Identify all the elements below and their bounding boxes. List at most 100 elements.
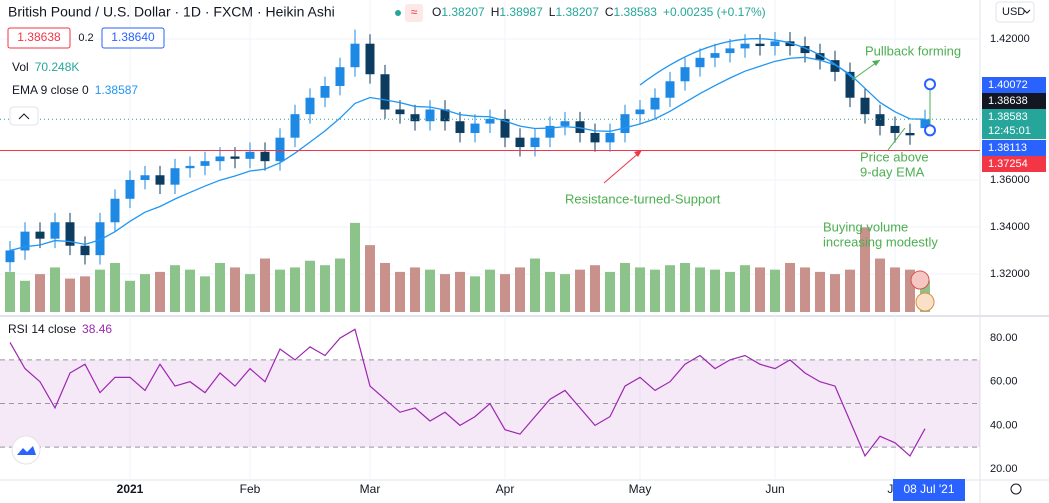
currency[interactable]: USD: [1002, 6, 1025, 18]
arc-drawing: [639, 38, 856, 86]
ohlc-name: O: [432, 5, 441, 19]
date-label: 08 Jul '21: [904, 482, 955, 496]
volume-bar: [530, 258, 540, 312]
volume-bar: [905, 269, 915, 312]
volume-bar: [545, 271, 555, 312]
logo-icon[interactable]: [17, 446, 36, 455]
candle-body: [65, 222, 75, 246]
bid[interactable]: 1.38638: [17, 30, 61, 44]
flag-icon: [915, 292, 935, 312]
annotation: increasing modestly: [823, 234, 938, 249]
candle-body: [275, 137, 285, 162]
volume-bar: [260, 258, 270, 312]
ema-legend: EMA 9 close 0 1.38587: [12, 83, 138, 97]
arrow: [887, 127, 906, 151]
ema-value: 1.38587: [95, 83, 139, 97]
candle-body: [815, 53, 825, 61]
candle-body: [350, 43, 360, 68]
annotation: Price above: [860, 149, 929, 164]
volume-bar: [875, 258, 885, 312]
candle-body: [35, 231, 45, 239]
y-tick-label: 1.36000: [990, 174, 1030, 186]
candle-body: [830, 60, 840, 72]
candle-body: [455, 121, 465, 133]
rsi-line: [9, 328, 926, 458]
range-handle: [924, 124, 936, 137]
volume-bar: [890, 267, 900, 312]
logo[interactable]: [11, 435, 41, 465]
volume-bar: [200, 276, 210, 312]
candle-body: [410, 114, 420, 122]
candle-body: [20, 231, 30, 251]
candle-body: [155, 175, 165, 185]
volume-bar: [20, 280, 30, 312]
volume-bar: [245, 274, 255, 312]
annotation: Resistance-turned-Support: [565, 191, 721, 206]
y-tick-label: 1.34000: [990, 221, 1030, 233]
volume-bar: [845, 269, 855, 312]
price-label-box: [982, 140, 1046, 156]
candle-body: [680, 67, 690, 82]
candle-body: [560, 121, 570, 126]
annotation: Buying volume: [823, 219, 908, 234]
candle-body: [95, 222, 105, 256]
candle-body: [335, 67, 345, 86]
candle-body: [485, 118, 495, 124]
candle-body: [185, 165, 195, 169]
volume-bar: [680, 262, 690, 312]
volume-bar: [350, 222, 360, 312]
collapse-button[interactable]: [9, 106, 39, 126]
ohlc-value: 1.38207: [555, 5, 599, 19]
settings-icon[interactable]: [1010, 483, 1022, 495]
volume-bar: [50, 267, 60, 312]
candle-body: [125, 179, 135, 199]
candle-body: [740, 43, 750, 49]
arrowhead: [872, 60, 880, 66]
volume-bar: [95, 269, 105, 312]
volume-bar: [605, 271, 615, 312]
candle-body: [380, 74, 390, 110]
volume-name: Vol: [12, 60, 29, 74]
y-tick-label: 1.32000: [990, 268, 1030, 280]
candle-body: [575, 121, 585, 133]
volume-bar: [170, 265, 180, 312]
dropdown-icon[interactable]: [1023, 9, 1031, 14]
volume-value: 70.248K: [35, 60, 80, 74]
rsi-tick-label: 20.00: [990, 463, 1018, 475]
candle-body: [290, 114, 300, 138]
price-label-box: [982, 156, 1046, 172]
volume-bar: [755, 267, 765, 312]
volume-bar: [500, 274, 510, 312]
plot: [0, 29, 980, 458]
candle-body: [395, 109, 405, 115]
symbol-title: British Pound / U.S. Dollar · 1D · FXCM …: [8, 4, 335, 20]
bid-box[interactable]: [7, 27, 71, 49]
volume-bar: [455, 271, 465, 312]
price-label-box: [982, 109, 1046, 139]
ask[interactable]: 1.38640: [111, 30, 155, 44]
price-label: 1.38638: [988, 95, 1028, 107]
rsi-tick-label: 40.00: [990, 419, 1018, 431]
x-tick-label: Apr: [496, 482, 515, 496]
volume-bar: [470, 276, 480, 312]
volume-bar: [830, 274, 840, 312]
volume-bar: [185, 269, 195, 312]
currency-button[interactable]: [995, 1, 1035, 23]
candle-body: [860, 97, 870, 115]
volume-bar: [320, 265, 330, 312]
annotation: Pullback forming: [865, 43, 961, 58]
volume-bar: [110, 262, 120, 312]
volume-bar: [305, 260, 315, 312]
candle-body: [110, 198, 120, 223]
range-handle: [924, 78, 936, 91]
ohlc-name: H: [491, 5, 500, 19]
candle-body: [230, 156, 240, 159]
ohlc-name: L: [549, 5, 556, 19]
rsi-legend: RSI 14 close 38.46: [8, 322, 112, 336]
collapse-icon[interactable]: [18, 113, 30, 120]
ohlc-name: C: [605, 5, 614, 19]
candle-body: [620, 114, 630, 133]
volume-bar: [215, 262, 225, 312]
ask-box[interactable]: [101, 27, 165, 49]
